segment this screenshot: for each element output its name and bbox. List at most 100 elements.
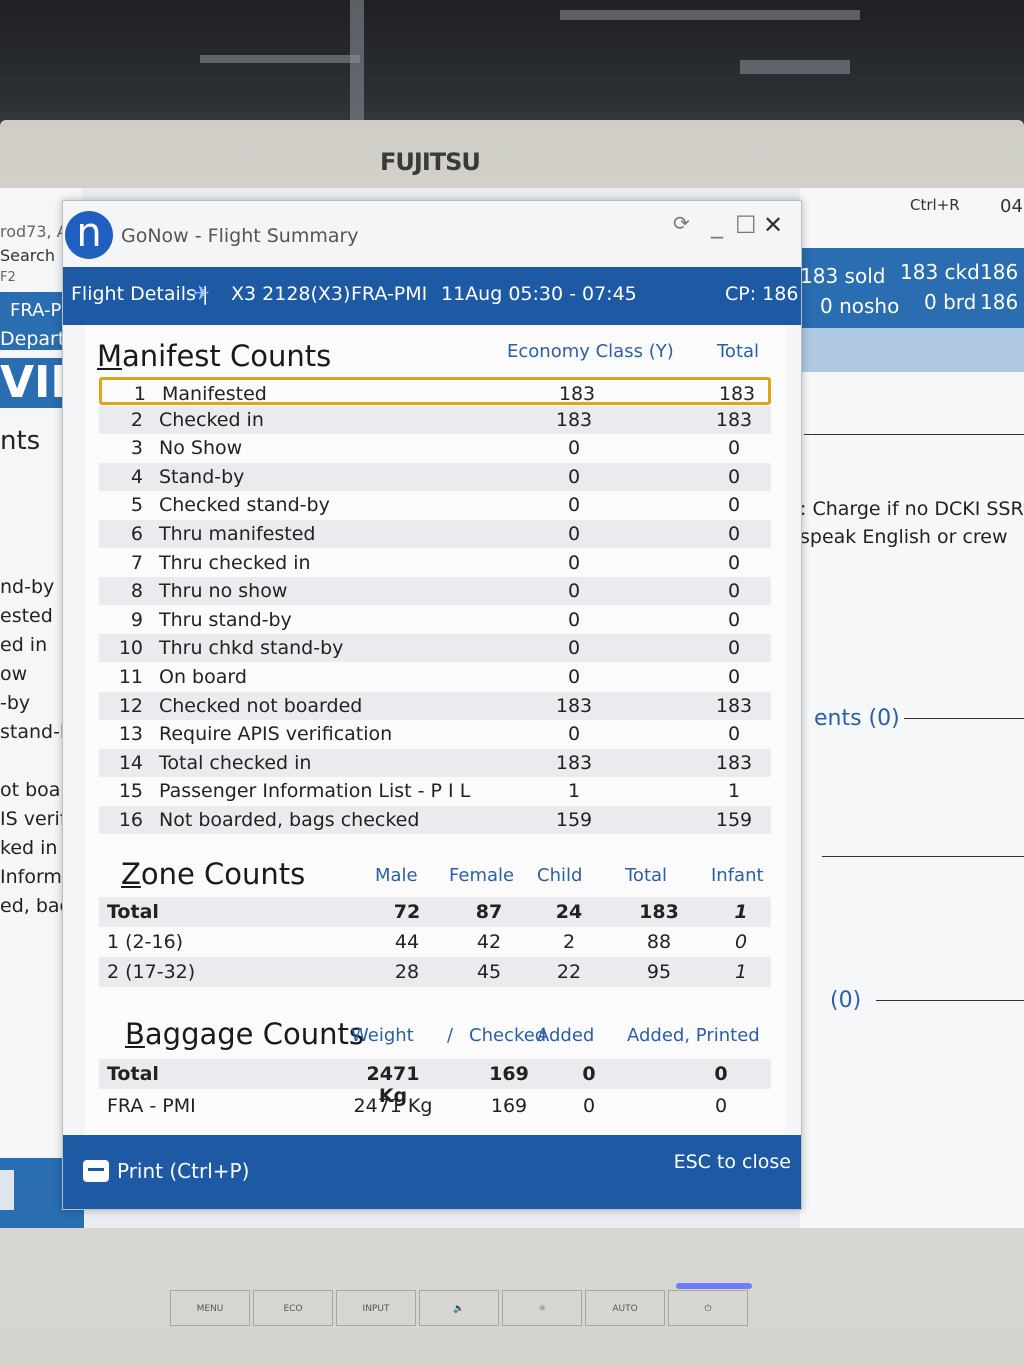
manifest-row[interactable]: 4 Stand-by 0 0	[99, 462, 771, 491]
economy-value: 183	[558, 383, 596, 405]
economy-value: 159	[555, 809, 593, 831]
divider	[904, 718, 1024, 719]
manifest-row[interactable]: 6 Thru manifested 0 0	[99, 520, 771, 548]
row-label: Thru manifested	[159, 523, 316, 545]
manifest-row[interactable]: 5 Checked stand-by 0 0	[99, 491, 771, 519]
close-button[interactable]: ✕	[763, 211, 784, 239]
flight-summary-dialog: n GoNow - Flight Summary ⟳ _ ☐ ✕ Flight …	[62, 200, 802, 1210]
manifest-row[interactable]: 15 Passenger Information List - P I L 1 1	[99, 777, 771, 805]
manifest-row[interactable]: 11 On board 0 0	[99, 663, 771, 691]
baggage-added-value: 0	[582, 1095, 596, 1117]
language-note: speak English or crew	[800, 526, 1008, 548]
baggage-added-value: 0	[582, 1063, 596, 1085]
economy-value: 0	[567, 551, 581, 574]
row-label: Checked not boarded	[159, 694, 363, 717]
row-number: 16	[118, 809, 143, 831]
row-number: 8	[130, 580, 143, 603]
flight-number: X3 2128(X3)	[231, 283, 351, 305]
dialog-titlebar[interactable]: n GoNow - Flight Summary ⟳ _ ☐ ✕	[63, 201, 801, 267]
baggage-row: Total 2471 Kg 169 0 0	[99, 1059, 771, 1107]
total-value: 0	[727, 437, 741, 460]
manifest-row[interactable]: 16 Not boarded, bags checked 159 159	[99, 806, 771, 834]
zone-child-value: 22	[556, 961, 582, 983]
refresh-shortcut[interactable]: Ctrl+R	[910, 196, 960, 214]
dialog-footer: Print (Ctrl+P) ESC to close	[63, 1135, 801, 1209]
monitor-button[interactable]: ⏻	[668, 1290, 748, 1326]
comments-link[interactable]: ents (0)	[814, 706, 900, 731]
economy-value: 0	[567, 608, 581, 631]
flight-stats-header: 183 sold 183 ckd 186 0 nosho 0 brd 186	[800, 248, 1024, 328]
total-value: 159	[715, 809, 753, 831]
search-label[interactable]: Search	[0, 246, 55, 265]
monitor-button[interactable]: MENU	[170, 1290, 250, 1326]
monitor-button[interactable]: ECO	[253, 1290, 333, 1326]
esc-hint[interactable]: ESC to close	[673, 1151, 791, 1173]
maximize-button[interactable]: ☐	[735, 211, 757, 239]
total-value: 183	[715, 408, 753, 431]
power-led	[676, 1283, 752, 1289]
economy-value: 0	[567, 465, 581, 488]
manifest-row[interactable]: 9 Thru stand-by 0 0	[99, 606, 771, 634]
sold-count: 183 sold	[800, 264, 886, 288]
zone-col-header: Child	[537, 865, 583, 886]
zone-infant-value: 1	[734, 961, 748, 983]
row-number: 11	[118, 666, 143, 688]
printer-icon	[83, 1160, 109, 1182]
row-label: Thru checked in	[159, 551, 311, 574]
left-line-label: IS verific	[0, 808, 83, 830]
baggage-printed-value: 0	[714, 1063, 728, 1085]
zone-male-value: 72	[393, 901, 421, 923]
baggage-row: FRA - PMI 2471 Kg 169 0 0	[99, 1091, 771, 1121]
divider	[822, 856, 1024, 857]
brd-value: 186	[980, 290, 1019, 314]
refresh-icon[interactable]: ⟳	[673, 211, 690, 235]
baggage-col-header: /	[447, 1025, 454, 1046]
zone-male-value: 28	[394, 961, 420, 983]
row-label: Require APIS verification	[159, 723, 393, 746]
zone-row: Total 72 87 24 183 1	[99, 897, 771, 927]
row-label: Not boarded, bags checked	[159, 809, 420, 831]
right-band	[800, 328, 1024, 372]
total-value: 1	[727, 780, 741, 803]
zone-col-header: Total	[625, 865, 668, 886]
dialog-body: Manifest Counts Economy Class (Y) Total …	[85, 325, 785, 1135]
manifest-row[interactable]: 3 No Show 0 0	[99, 434, 771, 462]
manifest-row[interactable]: 7 Thru checked in 0 0	[99, 549, 771, 577]
manifest-row[interactable]: 12 Checked not boarded 183 183	[99, 691, 771, 720]
economy-value: 183	[555, 751, 593, 774]
minimize-button[interactable]: _	[711, 211, 723, 239]
print-button[interactable]: Print (Ctrl+P)	[83, 1159, 249, 1183]
monitor-button[interactable]: INPUT	[336, 1290, 416, 1326]
divider	[876, 1000, 1024, 1001]
top-number: 04	[1000, 196, 1023, 217]
manifest-row[interactable]: 8 Thru no show 0 0	[99, 577, 771, 606]
ceiling-beam	[200, 55, 360, 63]
zone-female-value: 45	[476, 961, 502, 983]
ckd-value: 186	[980, 260, 1019, 284]
monitor-button[interactable]: ☼	[502, 1290, 582, 1326]
zone-total-value: 88	[646, 931, 672, 953]
baggage-checked-value: 169	[490, 1095, 528, 1117]
secondary-link[interactable]: (0)	[830, 988, 862, 1013]
route-label: FRA-P	[10, 300, 62, 321]
manifest-row[interactable]: 10 Thru chkd stand-by 0 0	[99, 634, 771, 663]
monitor-button[interactable]: AUTO	[585, 1290, 665, 1326]
background-app-right: Ctrl+R 04 183 sold 183 ckd 186 0 nosho 0…	[800, 188, 1024, 1228]
baggage-label: Total	[107, 1063, 159, 1085]
row-label: Checked stand-by	[159, 494, 330, 517]
manifest-row[interactable]: 2 Checked in 183 183	[99, 405, 771, 434]
row-number: 6	[130, 523, 143, 545]
row-label: Thru stand-by	[159, 608, 292, 631]
left-line-label: ow	[0, 663, 28, 685]
monitor-buttons: MENU ECO INPUT 🔈 ☼ AUTO ⏻	[170, 1290, 870, 1330]
baggage-weight-value: 2471 Kg	[353, 1095, 433, 1117]
manifest-row[interactable]: 13 Require APIS verification 0 0	[99, 720, 771, 748]
depart-label: Depart	[0, 328, 82, 350]
manifest-row[interactable]: 1 Manifested 183 183	[99, 377, 771, 405]
manifest-row[interactable]: 14 Total checked in 183 183	[99, 748, 771, 777]
zone-female-value: 42	[476, 931, 502, 953]
session-label: rod73, A	[0, 222, 68, 241]
total-value: 0	[727, 637, 741, 660]
monitor-button[interactable]: 🔈	[419, 1290, 499, 1326]
economy-value: 183	[555, 408, 593, 431]
